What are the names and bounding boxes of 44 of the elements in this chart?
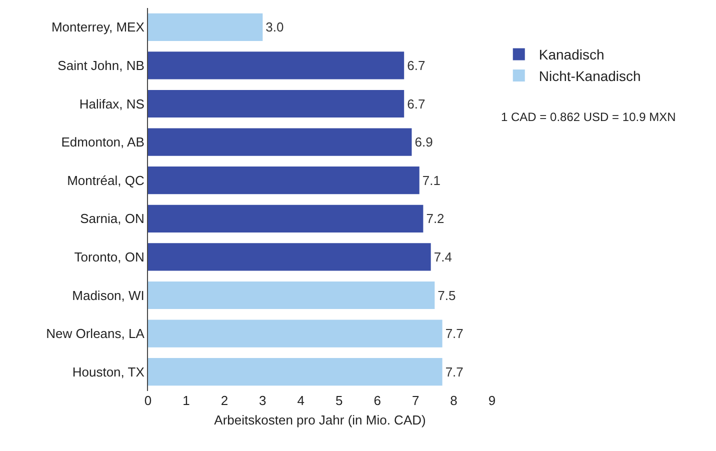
bar xyxy=(148,13,263,41)
x-tick-label: 9 xyxy=(488,393,496,408)
y-tick-label: Houston, TX xyxy=(72,364,145,380)
bar xyxy=(148,128,412,156)
x-tick-label: 5 xyxy=(335,393,343,408)
bar xyxy=(148,358,442,386)
bar xyxy=(148,166,420,194)
bar xyxy=(148,204,424,232)
y-tick-label: Halifax, NS xyxy=(79,96,145,112)
legend-label: Nicht-Kanadisch xyxy=(538,68,641,84)
data-label: 7.1 xyxy=(422,172,440,188)
text: 1 CAD = 0.862 USD = 10.9 MXN xyxy=(501,110,676,124)
data-label: 7.2 xyxy=(426,211,444,226)
x-tick-label: 3 xyxy=(259,393,266,408)
y-tick-label: Toronto, ON xyxy=(74,250,144,264)
y-tick-label: Edmonton, AB xyxy=(61,134,144,150)
x-tick-label: 1 xyxy=(182,393,190,408)
y-tick-label: Montréal, QC xyxy=(67,172,144,188)
bar xyxy=(148,90,404,118)
y-tick-label: Sarnia, ON xyxy=(80,211,144,226)
x-tick-label: 8 xyxy=(450,393,458,408)
y-tick-label: Monterrey, MEX xyxy=(51,20,145,35)
y-tick-label: Madison, WI xyxy=(72,288,144,303)
x-tick-label: 6 xyxy=(374,393,381,408)
data-label: 6.7 xyxy=(407,58,426,73)
x-tick-label: 7 xyxy=(412,393,420,408)
data-label: 7.7 xyxy=(445,326,464,342)
data-label: 7.7 xyxy=(445,364,464,380)
bar xyxy=(148,243,431,271)
x-tick-label: 4 xyxy=(297,393,305,408)
bar xyxy=(148,52,404,80)
data-label: 6.7 xyxy=(407,96,426,112)
bar xyxy=(148,320,442,348)
x-tick-label: 0 xyxy=(144,393,152,408)
legend-label: Kanadisch xyxy=(538,46,604,63)
data-label: 3.0 xyxy=(266,20,284,35)
data-label: 6.9 xyxy=(414,134,433,150)
x-tick-label: 2 xyxy=(220,393,228,408)
data-label: 7.5 xyxy=(438,288,456,303)
x-axis-title: Arbeitskosten pro Jahr (in Mio. CAD) xyxy=(214,412,426,428)
y-tick-label: New Orleans, LA xyxy=(46,326,145,342)
data-label: 7.4 xyxy=(434,249,452,264)
y-tick-label: Saint John, NB xyxy=(58,58,144,73)
bar xyxy=(148,281,435,310)
